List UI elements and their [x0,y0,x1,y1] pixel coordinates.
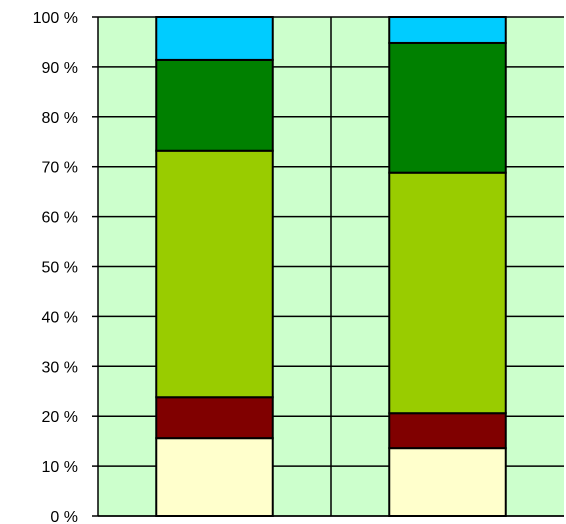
bar-stacks [155,16,507,518]
y-tick-label-1: 10 % [42,459,78,476]
y-tick-label-8: 80 % [42,110,78,127]
bar-segment-1-5 [155,16,274,61]
y-tick-label-10: 100 % [33,10,78,27]
y-tick-label-5: 50 % [42,260,78,277]
bar-segment-1-3 [155,149,274,399]
bar-segment-2-4 [388,41,507,174]
bar-segment-1-2 [155,396,274,440]
bar-segment-1-4 [155,58,274,152]
y-tick-label-3: 30 % [42,359,78,376]
y-tick-label-4: 40 % [42,309,78,326]
bar-segment-2-2 [388,412,507,450]
bar-segment-2-5 [388,16,507,44]
y-tick-label-2: 20 % [42,409,78,426]
bar-segment-2-1 [388,447,507,517]
y-tick-label-0: 0 % [50,509,78,524]
bar-segment-1-1 [155,437,274,518]
y-tick-labels: 0 % 10 % 20 % 30 % 40 % 50 % 60 % 70 % 80 % 90 % 1… [33,10,78,524]
y-tick-label-7: 70 % [42,160,78,177]
y-tick-label-6: 60 % [42,210,78,227]
bar-segment-2-3 [388,171,507,415]
axes [92,16,564,517]
y-tick-label-9: 90 % [42,60,78,77]
